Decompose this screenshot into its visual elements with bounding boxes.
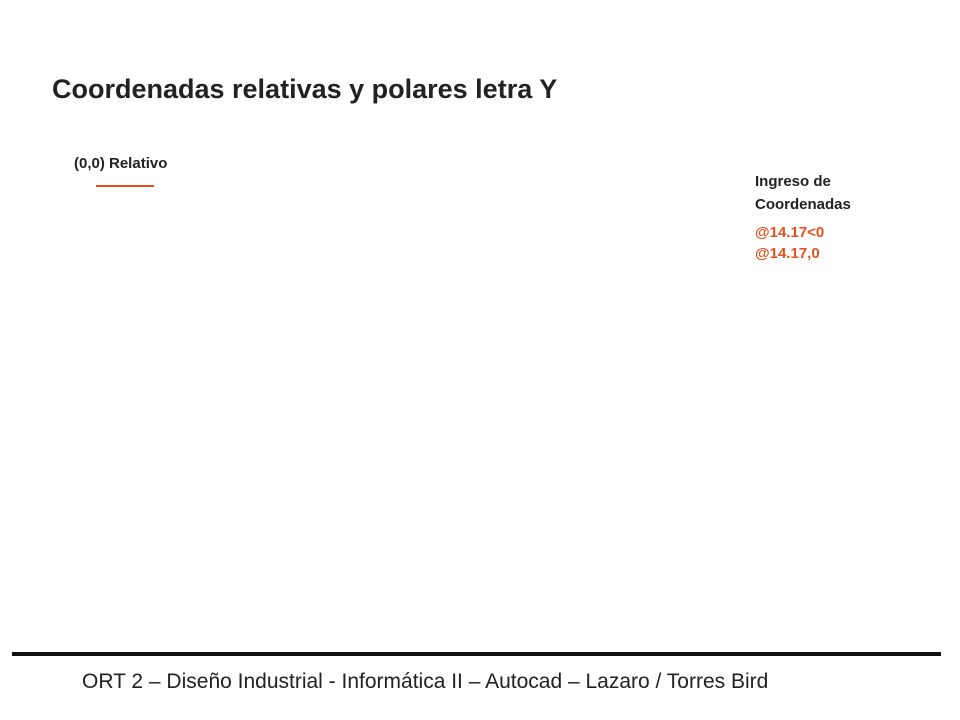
footer-rule [12, 652, 941, 656]
heading-line: Ingreso de [755, 173, 831, 190]
origin-label: (0,0) Relativo [74, 155, 168, 172]
slide-title: Coordenadas relativas y polares letra Y [52, 74, 558, 104]
footer: ORT 2 – Diseño Industrial - Informática … [82, 670, 769, 693]
command-list: @14.17<0 @14.17,0 [755, 222, 824, 264]
heading-line: Coordenadas [755, 196, 851, 213]
command: @14.17,0 [755, 245, 820, 262]
input-heading: Ingreso de Coordenadas [755, 170, 851, 216]
command: @14.17<0 [755, 224, 825, 241]
segment-line [96, 185, 154, 187]
